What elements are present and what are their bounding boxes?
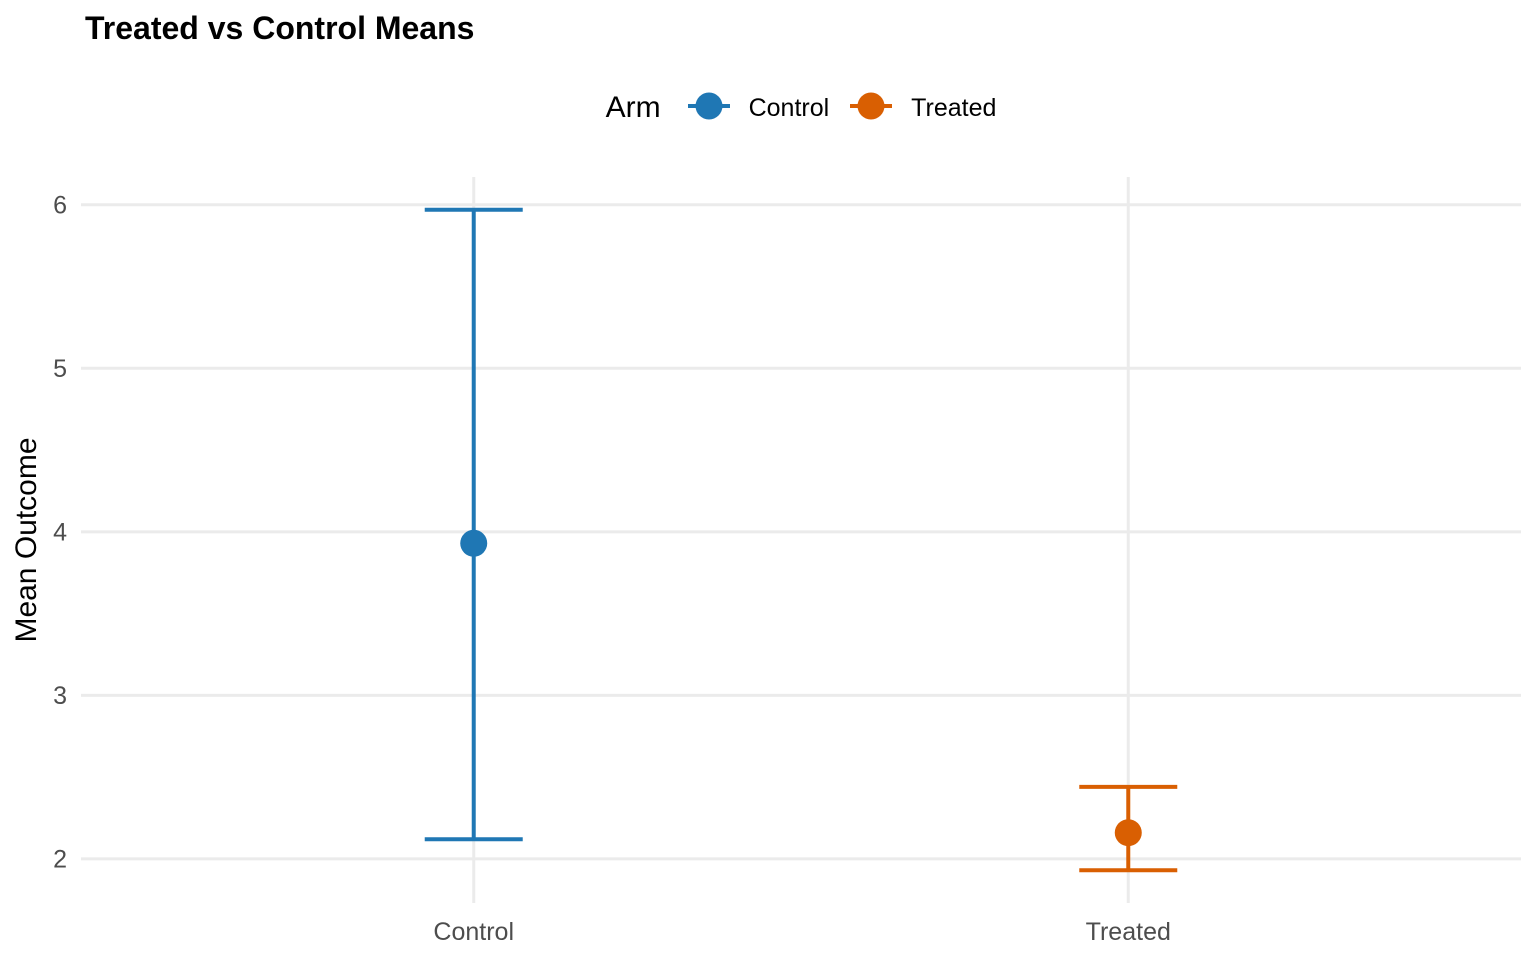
mean-point-treated <box>1114 819 1142 847</box>
legend: Arm Control Treated <box>81 84 1521 132</box>
x-tick-label-control: Control <box>433 918 514 946</box>
pointrange-key-icon <box>849 91 893 126</box>
y-tick-label-5: 5 <box>53 355 67 383</box>
legend-label-control: Control <box>748 93 830 122</box>
x-tick-label-treated: Treated <box>1086 918 1171 946</box>
pointrange-key-icon <box>687 91 731 126</box>
legend-item-control: Control <box>687 91 830 126</box>
y-tick-label-4: 4 <box>53 519 67 547</box>
y-tick-label-2: 2 <box>53 846 67 874</box>
y-tick-label-6: 6 <box>53 192 67 220</box>
chart-title: Treated vs Control Means <box>85 10 475 46</box>
y-axis-title: Mean Outcome <box>10 437 43 642</box>
legend-item-treated: Treated <box>849 91 996 126</box>
y-tick-label-3: 3 <box>53 682 67 710</box>
mean-point-control <box>460 529 488 557</box>
legend-label-treated: Treated <box>911 93 997 122</box>
legend-title: Arm <box>605 91 661 124</box>
